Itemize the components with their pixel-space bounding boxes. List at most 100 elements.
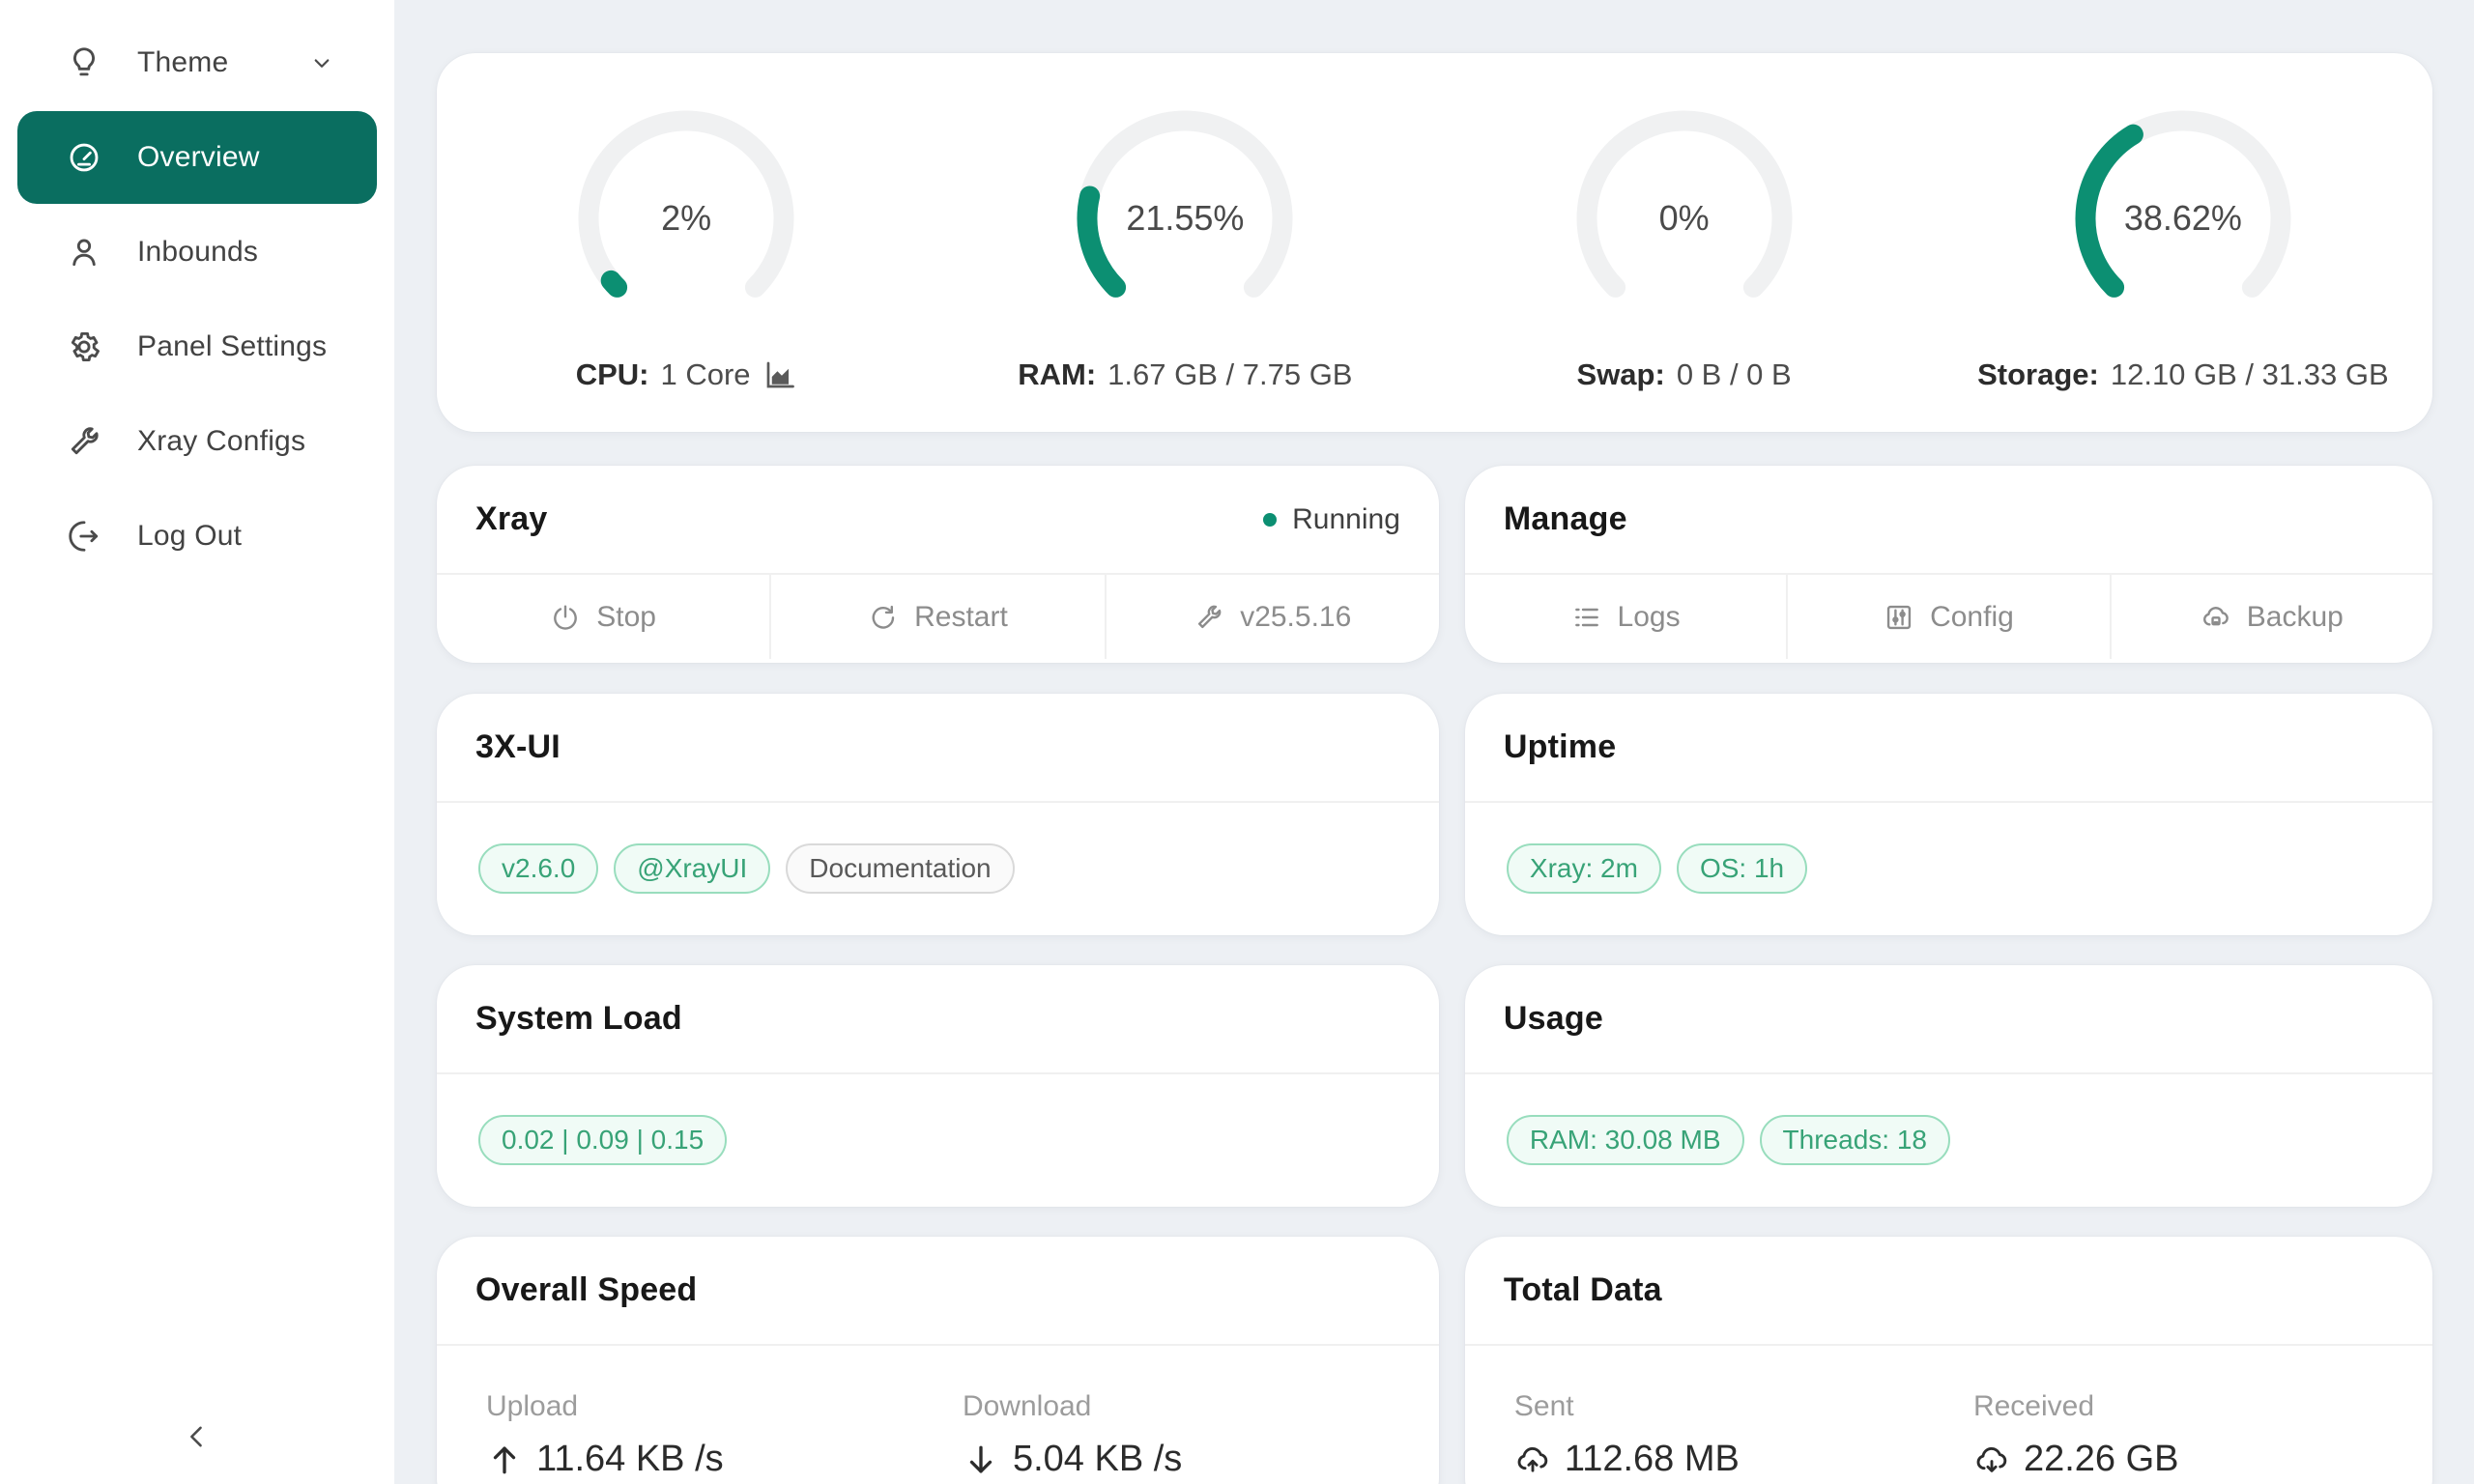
- ram-label: RAM:: [1018, 357, 1097, 391]
- upload-value: 11.64 KB /s: [536, 1439, 724, 1479]
- sidebar-item-label: Log Out: [137, 520, 243, 552]
- xray-uptime-tag: Xray: 2m: [1506, 842, 1661, 894]
- sidebar-item-label: Panel Settings: [137, 330, 328, 362]
- logs-button[interactable]: Logs: [1465, 575, 1786, 659]
- manage-card: Manage Logs Config: [1464, 466, 2432, 663]
- arrow-up-icon: [493, 1445, 516, 1473]
- threads-tag: Threads: 18: [1759, 1114, 1950, 1165]
- user-icon: [72, 239, 96, 267]
- system-load-title: System Load: [475, 1000, 682, 1037]
- total-data-title: Total Data: [1503, 1271, 1662, 1308]
- system-load-card: System Load 0.02 | 0.09 | 0.15: [437, 965, 1439, 1207]
- arrow-down-icon: [969, 1445, 992, 1473]
- cloud-server-icon: [2202, 606, 2229, 626]
- sidebar-item-label: Theme: [137, 46, 229, 78]
- lightbulb-icon: [73, 47, 95, 76]
- sidebar-collapse-button[interactable]: [0, 1403, 394, 1470]
- received-label: Received: [1972, 1390, 2095, 1422]
- logout-icon: [69, 521, 99, 552]
- download-value: 5.04 KB /s: [1012, 1439, 1183, 1479]
- sidebar-item-panel-settings[interactable]: Panel Settings: [17, 300, 377, 393]
- area-chart-icon[interactable]: [762, 357, 797, 392]
- chevron-left-icon: [190, 1426, 202, 1447]
- xui-card-title: 3X-UI: [475, 728, 561, 765]
- gear-icon: [71, 331, 100, 362]
- version-tag[interactable]: v2.6.0: [478, 842, 599, 894]
- logs-button-label: Logs: [1617, 600, 1681, 633]
- cloud-download-icon: [1976, 1446, 2007, 1472]
- storage-gauge: 38.62% Storage: 12.10 GB / 31.33 GB: [1934, 100, 2432, 392]
- storage-value: 12.10 GB / 31.33 GB: [2110, 357, 2389, 391]
- xray-version-button[interactable]: v25.5.16: [1104, 575, 1439, 659]
- stop-button[interactable]: Stop: [437, 575, 769, 659]
- os-uptime-tag: OS: 1h: [1676, 842, 1808, 894]
- sidebar-item-label: Overview: [137, 141, 260, 173]
- uptime-card: Uptime Xray: 2m OS: 1h: [1464, 694, 2432, 935]
- sidebar-item-theme[interactable]: Theme: [17, 16, 377, 109]
- download-label: Download: [962, 1390, 1092, 1422]
- load-average-tag: 0.02 | 0.09 | 0.15: [478, 1114, 728, 1165]
- sidebar: Theme Overview Inbounds Panel Setting: [0, 0, 394, 1484]
- storage-label: Storage:: [1977, 357, 2099, 391]
- status-dot-icon: [1263, 512, 1278, 527]
- reload-icon: [872, 605, 895, 629]
- sidebar-item-inbounds[interactable]: Inbounds: [17, 206, 377, 299]
- backup-button[interactable]: Backup: [2109, 575, 2432, 659]
- cpu-value: 1 Core: [660, 357, 751, 391]
- sidebar-nav: Theme Overview Inbounds Panel Setting: [0, 16, 394, 583]
- manage-card-title: Manage: [1503, 500, 1627, 537]
- power-icon: [554, 604, 578, 630]
- sliders-icon: [1886, 605, 1912, 629]
- download-stat: Download 5.04 KB /s: [963, 1390, 1439, 1480]
- list-icon: [1574, 608, 1598, 626]
- xray-version-label: v25.5.16: [1240, 600, 1352, 633]
- cpu-gauge-ring: [578, 110, 794, 298]
- received-stat: Received 22.26 GB: [1973, 1390, 2432, 1480]
- swap-value: 0 B / 0 B: [1676, 357, 1792, 391]
- cloud-upload-icon: [1517, 1446, 1548, 1472]
- xray-status: Running: [1263, 503, 1400, 536]
- ram-usage-tag: RAM: 30.08 MB: [1506, 1114, 1744, 1165]
- restart-button-label: Restart: [914, 600, 1008, 633]
- cpu-percent: 2%: [661, 198, 712, 238]
- sent-stat: Sent 112.68 MB: [1514, 1390, 1973, 1480]
- sent-label: Sent: [1513, 1390, 1574, 1422]
- sidebar-item-xray-configs[interactable]: Xray Configs: [17, 395, 377, 488]
- sidebar-item-log-out[interactable]: Log Out: [17, 490, 377, 583]
- main-content: 2% CPU: 1 Core 21.55% RAM:: [394, 0, 2474, 1484]
- config-button[interactable]: Config: [1786, 575, 2109, 659]
- cpu-label: CPU:: [575, 357, 649, 391]
- overall-speed-title: Overall Speed: [475, 1271, 698, 1308]
- storage-percent: 38.62%: [2123, 198, 2242, 238]
- stop-button-label: Stop: [596, 600, 656, 633]
- system-gauges-card: 2% CPU: 1 Core 21.55% RAM:: [437, 53, 2432, 432]
- chevron-down-icon[interactable]: [307, 48, 336, 77]
- sidebar-item-label: Inbounds: [137, 236, 259, 268]
- ram-value: 1.67 GB / 7.75 GB: [1108, 357, 1353, 391]
- upload-stat: Upload 11.64 KB /s: [486, 1390, 963, 1480]
- dashboard-icon: [70, 143, 99, 172]
- swap-percent: 0%: [1658, 198, 1710, 238]
- backup-button-label: Backup: [2246, 600, 2344, 633]
- sidebar-item-label: Xray Configs: [137, 425, 306, 457]
- total-data-card: Total Data Sent 112.68 MB Received: [1464, 1237, 2432, 1484]
- cpu-gauge: 2% CPU: 1 Core: [437, 100, 935, 392]
- telegram-tag[interactable]: @XrayUI: [614, 842, 771, 894]
- xray-card-title: Xray: [475, 500, 548, 537]
- storage-gauge-ring: [2075, 110, 2291, 298]
- swap-gauge-ring: [1576, 110, 1793, 298]
- ram-percent: 21.55%: [1126, 198, 1245, 238]
- sidebar-item-overview[interactable]: Overview: [17, 111, 377, 204]
- uptime-card-title: Uptime: [1503, 728, 1617, 765]
- usage-card-title: Usage: [1503, 1000, 1603, 1037]
- sent-value: 112.68 MB: [1564, 1439, 1740, 1479]
- swap-label: Swap:: [1576, 357, 1665, 391]
- documentation-tag[interactable]: Documentation: [786, 842, 1015, 894]
- restart-button[interactable]: Restart: [769, 575, 1104, 659]
- config-button-label: Config: [1930, 600, 2014, 633]
- xray-status-text: Running: [1292, 502, 1400, 535]
- wrench-icon: [71, 427, 99, 455]
- upload-label: Upload: [486, 1390, 579, 1422]
- wrench-icon: [1198, 605, 1222, 628]
- ram-gauge-ring: [1077, 110, 1293, 298]
